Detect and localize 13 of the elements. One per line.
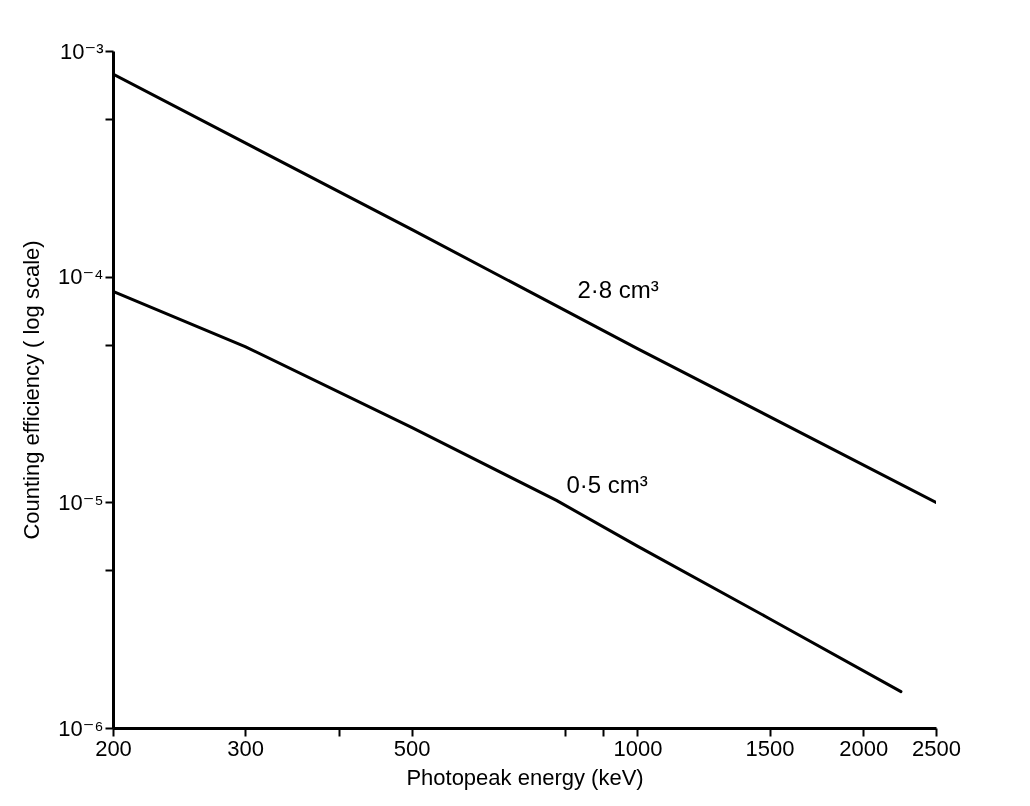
x-tick-label: 1000 (613, 735, 663, 761)
x-tick-label: 300 (227, 735, 264, 761)
x-tick-label: 2500 (912, 735, 961, 761)
x-tick-label: 1500 (745, 735, 795, 761)
y-tick-label: 10⁻⁴ (57, 264, 104, 290)
y-tick-label: 10⁻³ (60, 38, 104, 64)
series-label: 2·8 cm³ (577, 275, 659, 303)
y-tick-label: 10⁻⁵ (58, 489, 104, 515)
series-label: 0·5 cm³ (566, 471, 648, 499)
x-axis-title: Photopeak energy (keV) (406, 764, 644, 790)
x-tick-label: 500 (393, 735, 431, 761)
x-tick-label: 2000 (839, 735, 889, 761)
y-axis-title: Counting efficiency ( log scale) (18, 240, 44, 540)
